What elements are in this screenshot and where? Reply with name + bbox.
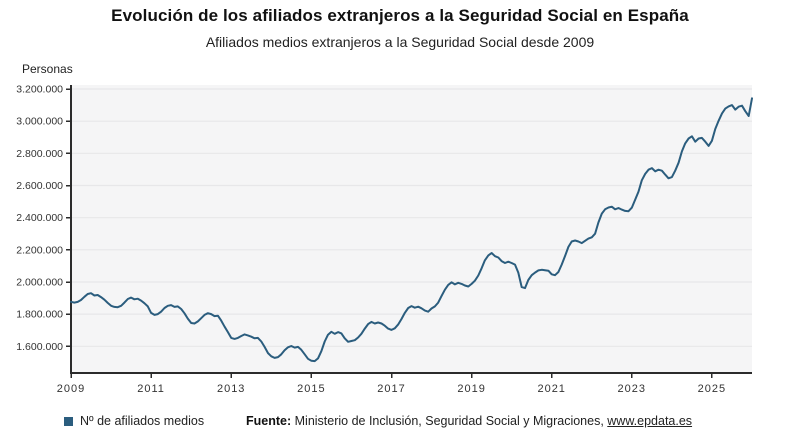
- x-tick-label: 2025: [698, 383, 726, 395]
- y-axis-unit-label: Personas: [22, 62, 73, 76]
- x-tick-label: 2013: [217, 383, 245, 395]
- x-tick-label: 2023: [618, 383, 646, 395]
- y-tick-label: 2.800.000: [16, 148, 63, 160]
- chart-title: Evolución de los afiliados extranjeros a…: [111, 6, 689, 25]
- source-note: Fuente: Ministerio de Inclusión, Segurid…: [246, 414, 692, 428]
- y-tick-label: 3.200.000: [16, 84, 63, 96]
- y-tick-label: 3.000.000: [16, 116, 63, 128]
- source-label: Fuente:: [246, 414, 292, 428]
- chart-subtitle: Afiliados medios extranjeros a la Seguri…: [205, 34, 595, 50]
- x-tick-label: 2017: [377, 383, 405, 395]
- y-tick-label: 1.800.000: [16, 309, 63, 321]
- source-text: Ministerio de Inclusión, Seguridad Socia…: [294, 414, 608, 428]
- x-tick-label: 2019: [457, 383, 485, 395]
- y-tick-label: 2.600.000: [16, 180, 63, 192]
- chart-footer: Nº de afiliados medios Fuente: Ministeri…: [0, 413, 800, 437]
- legend: Nº de afiliados medios: [64, 414, 204, 428]
- x-tick-label: 2021: [537, 383, 565, 395]
- plot-area: [71, 85, 752, 373]
- affiliates-series-line: [70, 97, 753, 363]
- legend-label: Nº de afiliados medios: [80, 414, 205, 428]
- legend-marker-icon: [64, 416, 73, 426]
- y-tick-label: 2.400.000: [16, 212, 63, 224]
- x-tick-label: 2011: [137, 383, 165, 395]
- y-tick-label: 1.600.000: [16, 341, 63, 353]
- y-tick-label: 2.200.000: [16, 244, 63, 256]
- x-tick-label: 2015: [297, 383, 325, 395]
- y-tick-label: 2.000.000: [16, 276, 63, 288]
- x-tick-label: 2009: [57, 383, 85, 395]
- source-link[interactable]: www.epdata.es: [607, 414, 693, 428]
